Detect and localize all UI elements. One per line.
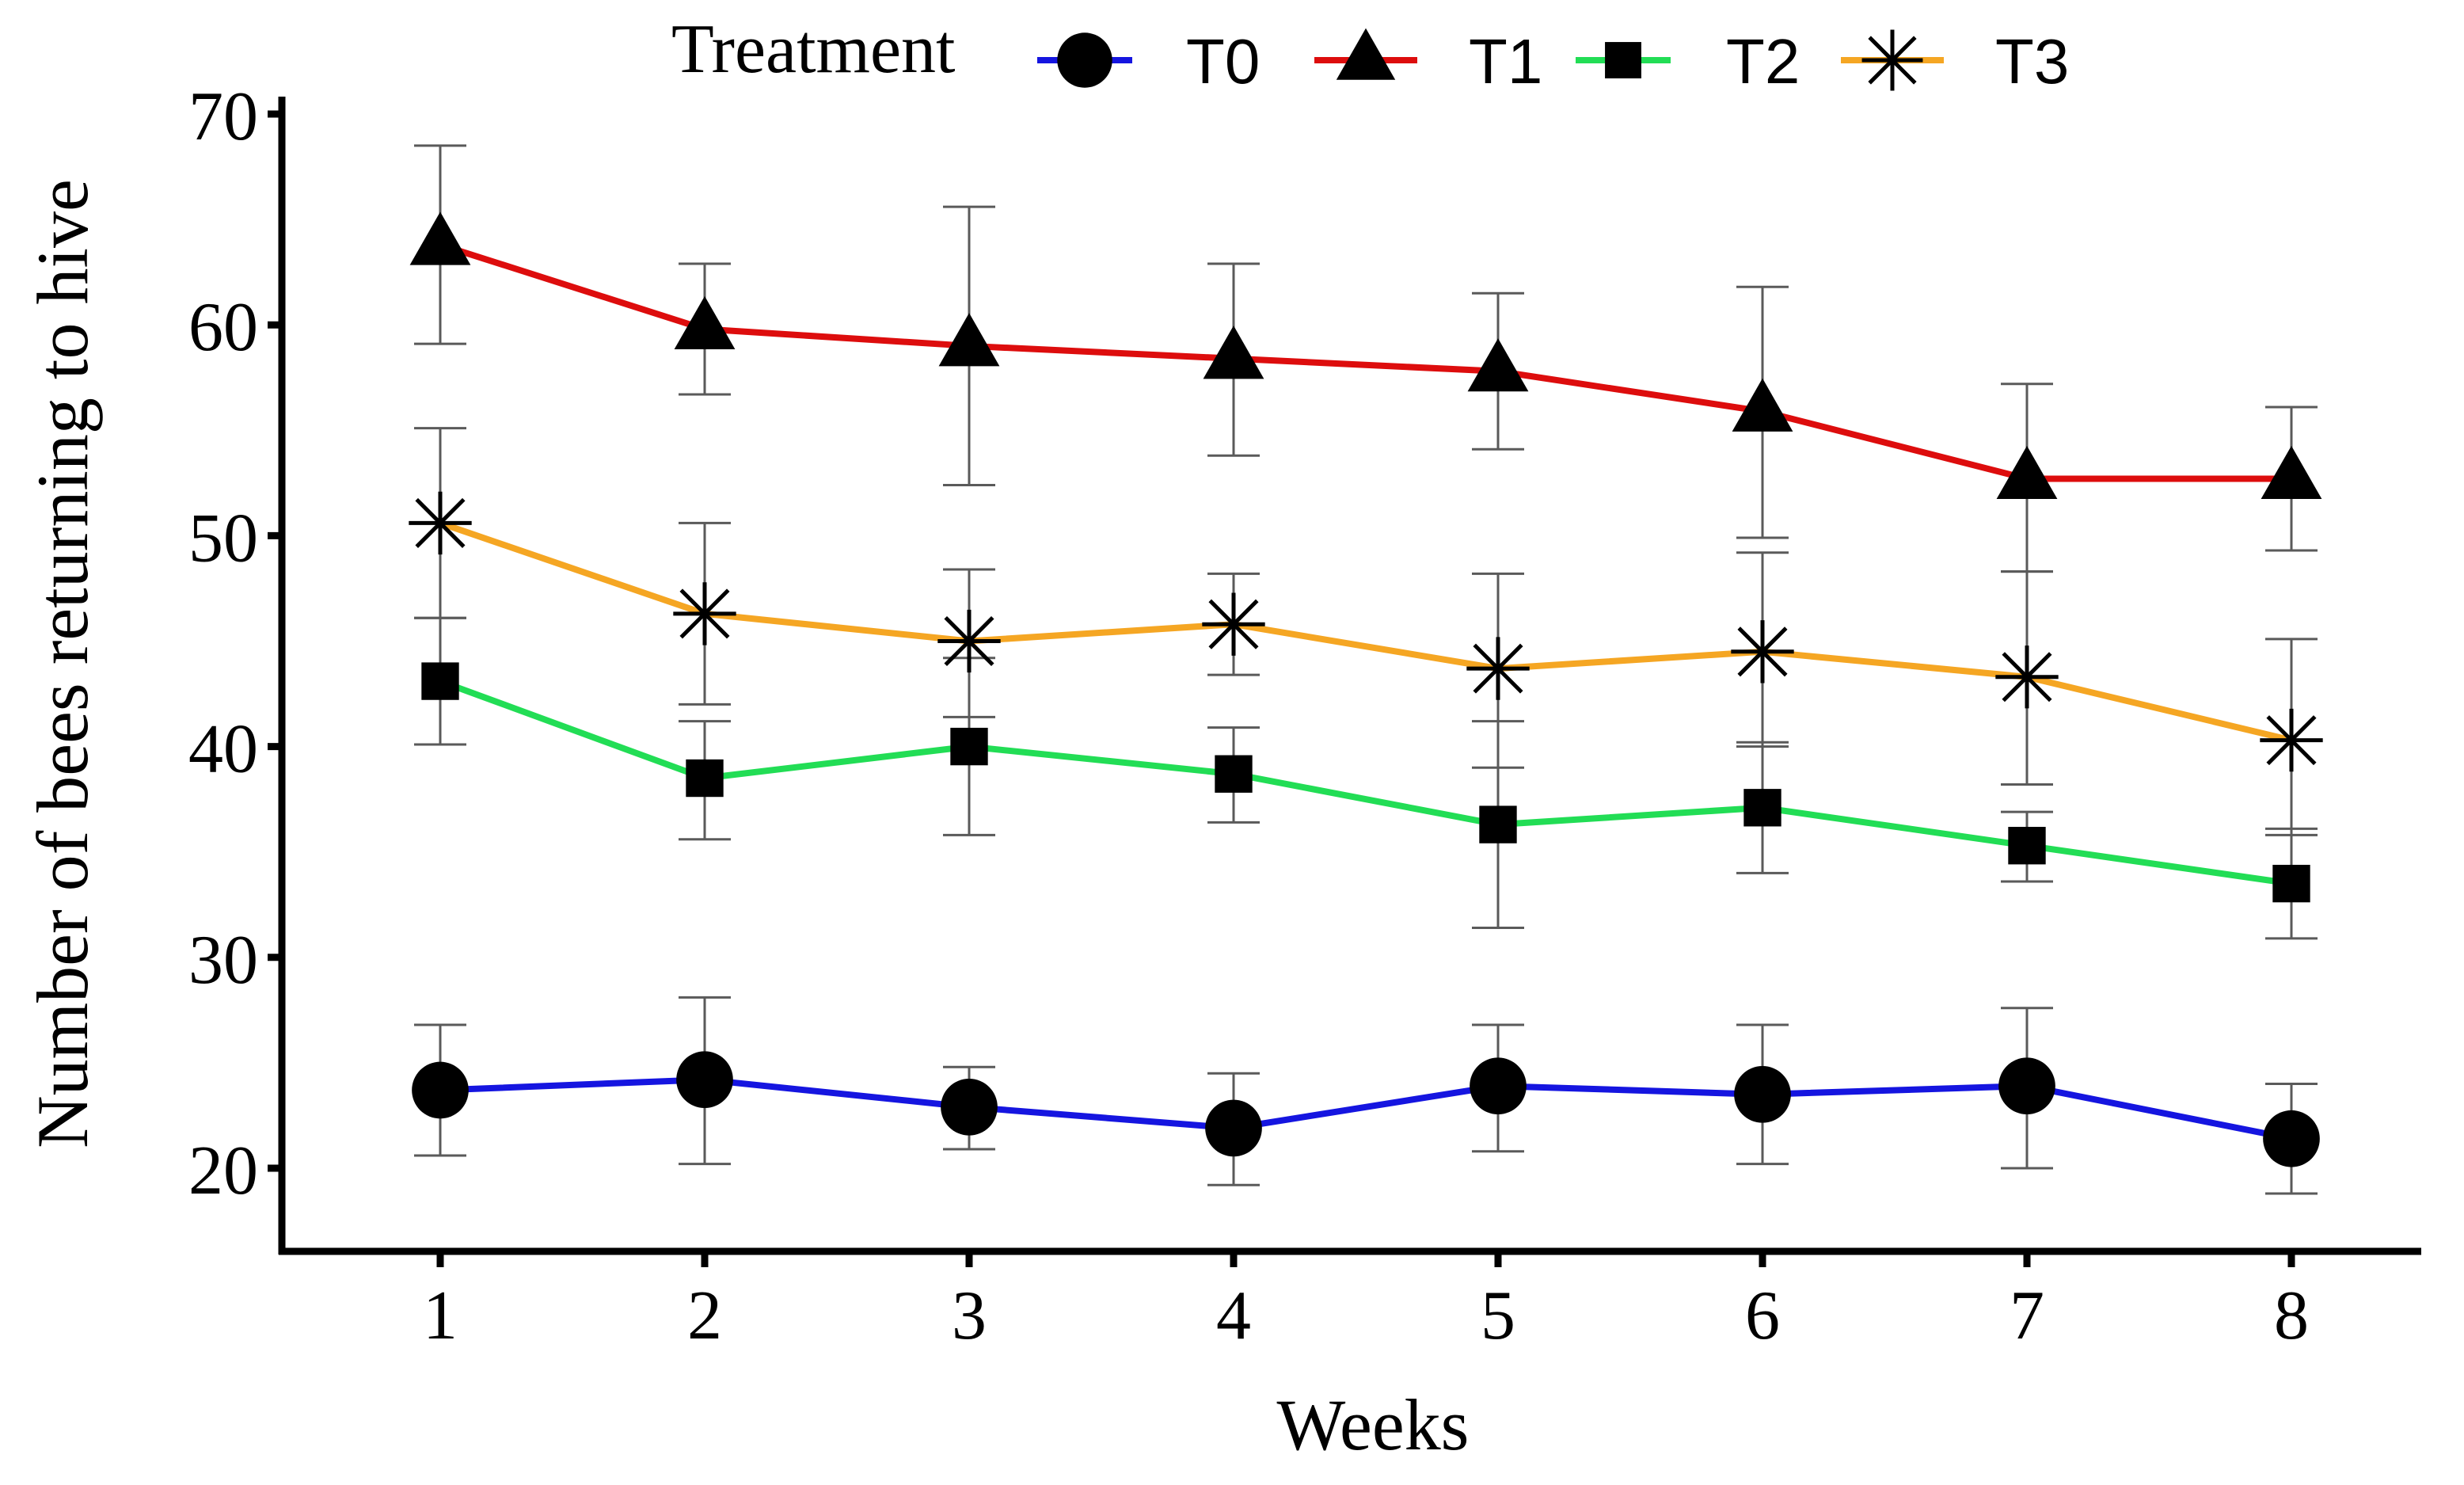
data-point-t2 <box>2008 827 2046 865</box>
data-point-t0 <box>1205 1099 1262 1157</box>
y-tick-label: 50 <box>188 500 258 577</box>
legend-items: T0 T1 T2 T3 <box>1037 26 2069 97</box>
data-point-t3 <box>409 491 472 555</box>
x-tick-label: 5 <box>1481 1277 1515 1354</box>
data-point-t0 <box>1734 1065 1791 1123</box>
x-tick-label: 7 <box>2010 1277 2044 1354</box>
data-point-t0 <box>676 1051 733 1109</box>
x-axis-label: Weeks <box>1277 1384 1470 1465</box>
y-tick-label: 60 <box>188 289 258 366</box>
legend-marker <box>1861 29 1923 91</box>
legend-item-t1: T1 <box>1314 26 1542 97</box>
y-tick-label: 70 <box>188 78 258 155</box>
x-tick-label: 8 <box>2274 1277 2309 1354</box>
legend: Treatment T0 T1 T2 T3 <box>671 11 2069 97</box>
legend-marker <box>1336 28 1396 80</box>
data-point-t2 <box>421 662 459 700</box>
legend-label: T2 <box>1726 26 1800 97</box>
series-lines <box>439 242 2292 1142</box>
series-markers <box>409 211 2323 1167</box>
data-point-t1 <box>1467 338 1529 392</box>
axes: 20 30 40 50 60 70 1 2 3 4 5 6 7 8 <box>188 78 2421 1354</box>
data-point-t1 <box>409 211 471 265</box>
x-tick-label: 3 <box>952 1277 987 1354</box>
data-point-t2 <box>1215 755 1253 793</box>
x-tick-label: 4 <box>1216 1277 1251 1354</box>
data-point-t2 <box>950 727 988 766</box>
x-tick-label: 6 <box>1745 1277 1780 1354</box>
data-point-t1 <box>1996 445 2058 500</box>
legend-item-t2: T2 <box>1576 26 1800 97</box>
data-point-t1 <box>938 313 1000 367</box>
data-point-t3 <box>673 582 736 645</box>
series-line-t0 <box>439 1076 2292 1142</box>
data-point-t0 <box>1998 1057 2055 1115</box>
legend-label: T0 <box>1186 26 1260 97</box>
data-point-t3 <box>1995 645 2059 709</box>
data-point-t0 <box>412 1061 469 1119</box>
data-point-t2 <box>1479 805 1517 843</box>
data-point-t1 <box>1732 378 1793 432</box>
y-tick-label: 30 <box>188 922 258 999</box>
series-line-t3 <box>439 520 2292 744</box>
x-tick-label: 1 <box>423 1277 458 1354</box>
data-point-t2 <box>1743 789 1781 827</box>
data-point-t2 <box>686 759 724 798</box>
data-point-t3 <box>1202 592 1265 656</box>
legend-label: T3 <box>1995 26 2069 97</box>
data-point-t2 <box>2272 864 2310 903</box>
data-point-t3 <box>937 609 1001 673</box>
data-point-t3 <box>1466 637 1530 700</box>
data-point-t3 <box>1731 620 1794 683</box>
data-point-t1 <box>674 295 736 350</box>
legend-item-t3: T3 <box>1841 26 2069 97</box>
data-point-t1 <box>1203 326 1264 379</box>
legend-marker <box>1057 32 1112 88</box>
legend-title: Treatment <box>671 11 956 88</box>
legend-label: T1 <box>1469 26 1542 97</box>
legend-marker <box>1605 42 1641 78</box>
data-point-t3 <box>2260 708 2323 772</box>
data-point-t0 <box>2263 1110 2320 1167</box>
y-tick-label: 20 <box>188 1133 258 1209</box>
data-point-t0 <box>941 1078 998 1136</box>
series-line-t1 <box>439 242 2291 482</box>
data-point-t0 <box>1470 1057 1527 1115</box>
series-line-t2 <box>439 678 2292 887</box>
y-tick-label: 40 <box>188 711 258 788</box>
y-axis-label: Number of bees returning to hive <box>22 179 103 1148</box>
data-point-t1 <box>2261 445 2322 500</box>
x-tick-label: 2 <box>687 1277 722 1354</box>
legend-item-t0: T0 <box>1037 26 1260 97</box>
